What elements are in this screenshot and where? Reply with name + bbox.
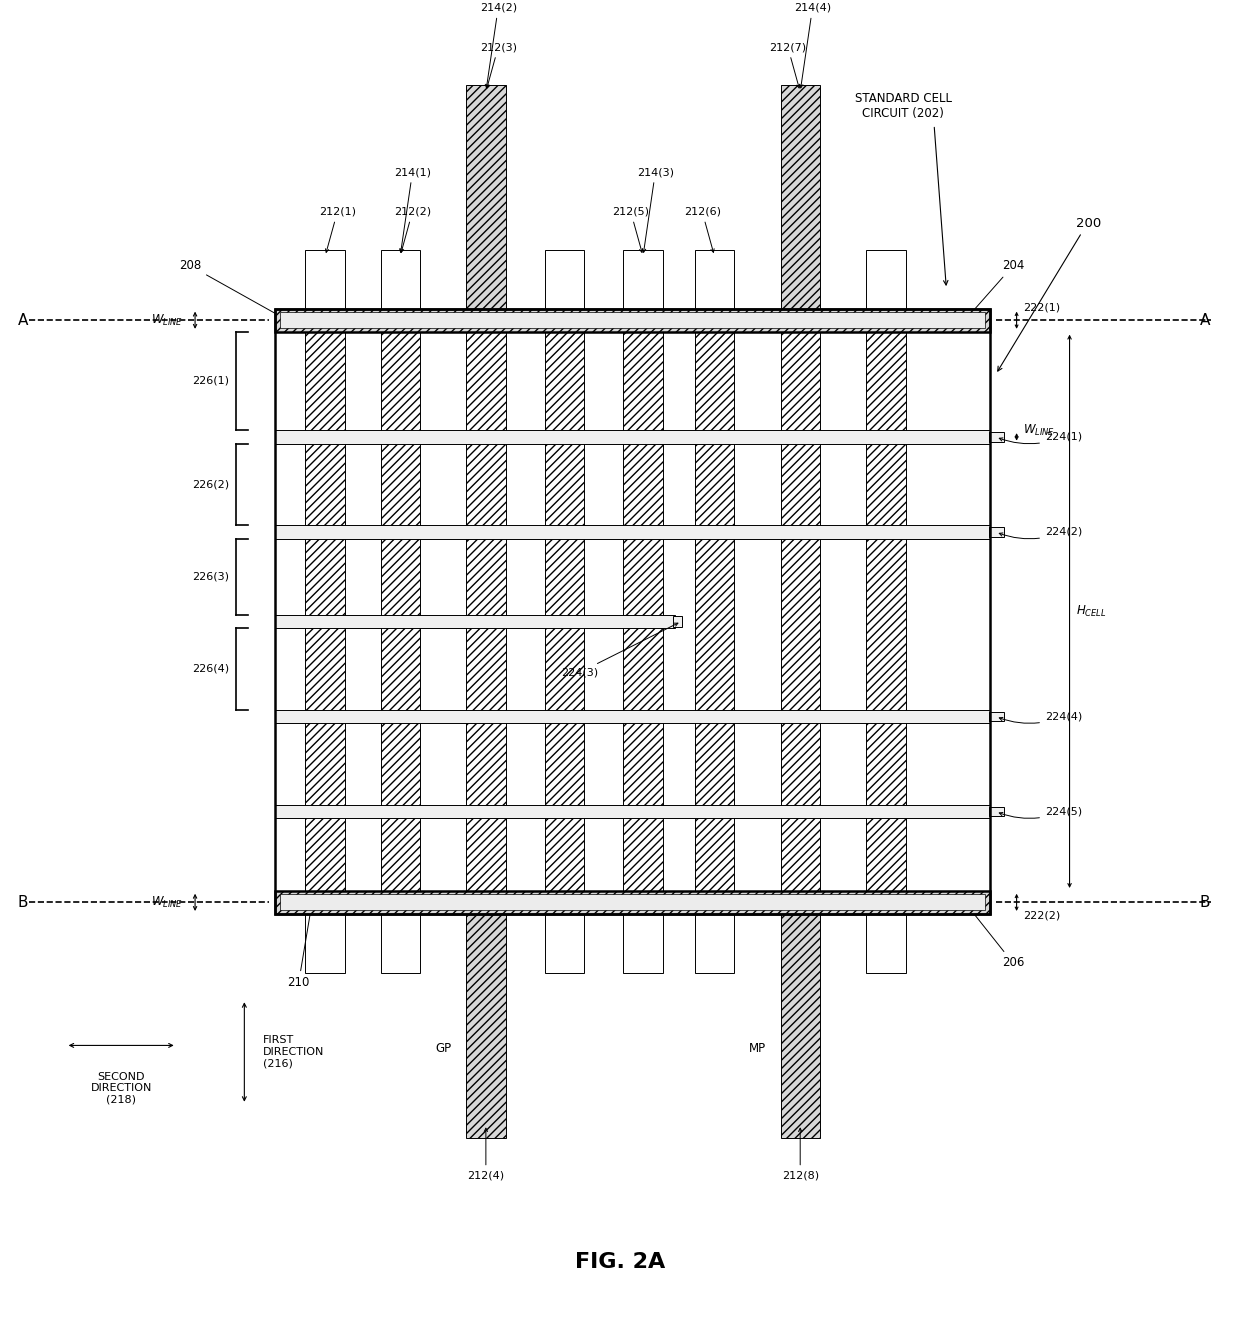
Bar: [275, 615, 675, 628]
Bar: [280, 894, 985, 911]
Text: B: B: [1200, 894, 1210, 911]
Text: 224(1): 224(1): [999, 432, 1083, 443]
Bar: [694, 332, 734, 890]
Text: FIG. 2A: FIG. 2A: [575, 1252, 665, 1272]
Text: 212(5): 212(5): [613, 206, 650, 252]
Bar: [305, 915, 345, 973]
Text: GP: GP: [435, 1042, 451, 1055]
Text: 226(3): 226(3): [192, 572, 229, 581]
Text: A: A: [1200, 313, 1210, 328]
Bar: [275, 309, 990, 915]
Text: 204: 204: [967, 260, 1024, 317]
Text: STANDARD CELL
CIRCUIT (202): STANDARD CELL CIRCUIT (202): [854, 91, 952, 119]
Text: 212(3): 212(3): [480, 43, 517, 88]
Text: $H_{CELL}$: $H_{CELL}$: [1076, 604, 1106, 619]
Bar: [466, 332, 506, 890]
Bar: [990, 807, 1004, 817]
Text: 226(4): 226(4): [192, 664, 229, 674]
Bar: [466, 86, 506, 309]
Bar: [466, 915, 506, 1138]
Text: 224(3): 224(3): [560, 623, 678, 678]
Bar: [275, 309, 990, 332]
Bar: [381, 332, 420, 890]
Text: 214(4): 214(4): [794, 3, 831, 88]
Text: 210: 210: [288, 907, 312, 990]
Text: $W_{LINE}$: $W_{LINE}$: [1023, 423, 1055, 438]
Bar: [280, 312, 985, 328]
Text: $W_{LINE}$: $W_{LINE}$: [151, 313, 182, 328]
Bar: [694, 915, 734, 973]
Text: 214(1): 214(1): [394, 167, 432, 252]
Text: 214(3): 214(3): [637, 167, 673, 252]
Text: 208: 208: [179, 260, 284, 319]
Bar: [694, 249, 734, 309]
Bar: [544, 332, 584, 890]
Bar: [780, 915, 820, 1138]
Bar: [305, 332, 345, 890]
Text: 212(6): 212(6): [683, 206, 720, 252]
Bar: [867, 249, 905, 309]
Bar: [780, 332, 820, 890]
Text: 224(2): 224(2): [999, 528, 1083, 538]
Bar: [275, 430, 990, 443]
Text: $W_{LINE}$: $W_{LINE}$: [151, 894, 182, 911]
Text: B: B: [17, 894, 27, 911]
Text: 214(2): 214(2): [480, 3, 517, 88]
Bar: [990, 432, 1004, 442]
Bar: [381, 249, 420, 309]
Text: 224(5): 224(5): [999, 806, 1083, 818]
Text: SECOND
DIRECTION
(218): SECOND DIRECTION (218): [91, 1071, 151, 1105]
Bar: [381, 915, 420, 973]
Bar: [990, 528, 1004, 537]
Text: 200: 200: [1076, 217, 1101, 230]
Text: 212(1): 212(1): [319, 206, 356, 252]
Bar: [624, 332, 662, 890]
Text: 222(1): 222(1): [1023, 303, 1060, 312]
Bar: [275, 805, 990, 818]
Text: 226(2): 226(2): [192, 479, 229, 490]
Text: 212(4): 212(4): [467, 1129, 505, 1181]
Bar: [624, 915, 662, 973]
Bar: [275, 525, 990, 538]
Bar: [275, 890, 990, 915]
Bar: [624, 249, 662, 309]
Bar: [544, 915, 584, 973]
Text: 206: 206: [967, 905, 1024, 969]
Bar: [673, 616, 682, 627]
Bar: [867, 915, 905, 973]
Text: 212(8): 212(8): [781, 1129, 818, 1181]
Text: FIRST
DIRECTION
(216): FIRST DIRECTION (216): [263, 1035, 324, 1069]
Text: 222(2): 222(2): [1023, 911, 1060, 920]
Bar: [275, 710, 990, 723]
Bar: [990, 712, 1004, 722]
Text: 226(1): 226(1): [192, 376, 229, 386]
Bar: [305, 249, 345, 309]
Bar: [780, 86, 820, 309]
Text: 212(2): 212(2): [394, 206, 432, 252]
Bar: [544, 249, 584, 309]
Text: 212(7): 212(7): [769, 43, 806, 88]
Bar: [867, 332, 905, 890]
Text: A: A: [17, 313, 27, 328]
Text: MP: MP: [749, 1042, 766, 1055]
Text: 224(4): 224(4): [999, 711, 1083, 723]
